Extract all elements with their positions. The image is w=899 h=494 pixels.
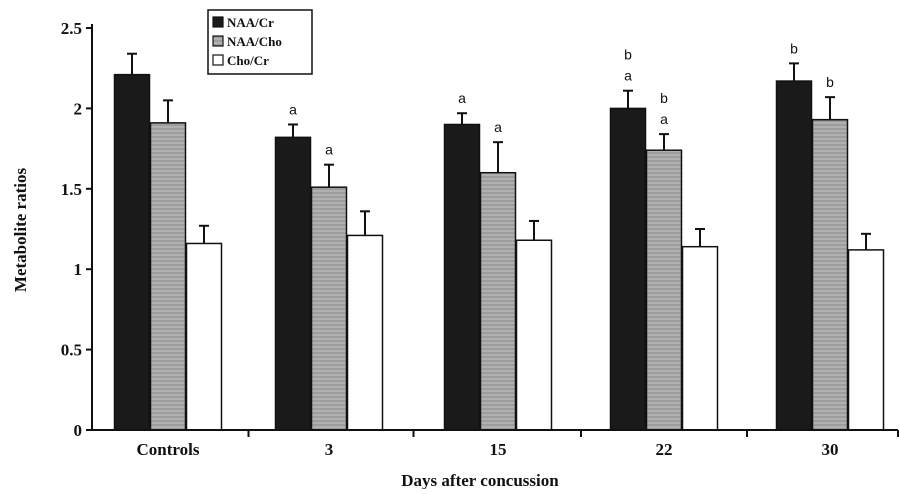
- significance-label: a: [624, 68, 632, 84]
- significance-label: a: [458, 90, 466, 106]
- legend-swatch: [212, 35, 224, 47]
- y-tick-label: 1: [74, 260, 83, 279]
- x-tick-label: 3: [325, 440, 334, 459]
- x-tick-label: 22: [656, 440, 673, 459]
- bar-naa-cho: [479, 171, 517, 431]
- legend-label: Cho/Cr: [227, 53, 269, 68]
- bar-cho-cr: [185, 242, 223, 431]
- y-tick-label: 1.5: [61, 180, 82, 199]
- bar-naa-cr: [443, 123, 481, 431]
- significance-label: a: [289, 101, 297, 117]
- bar-cho-cr: [515, 239, 553, 431]
- bar-naa-cho: [149, 122, 187, 431]
- significance-label: a: [660, 111, 668, 127]
- y-tick-label: 0: [74, 421, 83, 440]
- legend: NAA/Cr NAA/Cho Cho/Cr: [207, 9, 313, 75]
- y-axis-title: Metabolite ratios: [11, 168, 30, 293]
- x-tick-label: 30: [822, 440, 839, 459]
- bar-naa-cho: [310, 186, 348, 431]
- axes-layer: 0 0.5 1 1.5 2 2.5 Controls 3 15 22 30: [61, 19, 899, 459]
- bar-naa-cr: [609, 107, 647, 431]
- bar-naa-cr: [274, 136, 312, 431]
- y-tick-label: 0.5: [61, 341, 82, 360]
- legend-label: NAA/Cr: [227, 15, 274, 30]
- bar-cho-cr: [346, 234, 384, 431]
- significance-label: b: [790, 40, 798, 56]
- legend-swatch: [212, 54, 224, 66]
- significance-label: b: [826, 74, 834, 90]
- legend-box: [207, 9, 313, 75]
- bar-naa-cr: [775, 80, 813, 431]
- significance-label: b: [660, 90, 668, 106]
- significance-label: a: [325, 142, 333, 158]
- y-tick-label: 2: [74, 99, 83, 118]
- x-tick-label: 15: [490, 440, 507, 459]
- bar-naa-cho: [645, 149, 683, 431]
- bar-naa-cho: [811, 118, 849, 431]
- x-axis-title: Days after concussion: [401, 471, 559, 489]
- bar-naa-cr: [113, 73, 151, 431]
- y-tick-label: 2.5: [61, 19, 82, 38]
- bar-cho-cr: [681, 245, 719, 431]
- legend-swatch: [212, 16, 224, 28]
- significance-label: b: [624, 47, 632, 63]
- legend-label: NAA/Cho: [227, 34, 282, 49]
- significance-label: a: [494, 119, 502, 135]
- bar-cho-cr: [847, 249, 885, 431]
- x-tick-label: Controls: [137, 440, 200, 459]
